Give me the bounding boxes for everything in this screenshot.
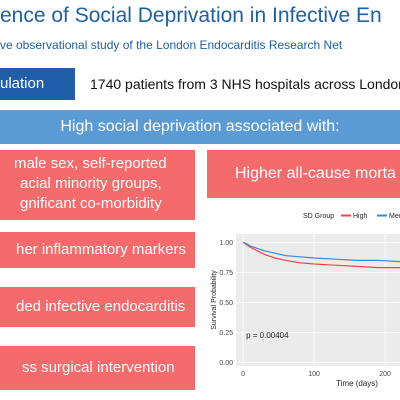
y-tick-label: 0.25 <box>219 330 233 337</box>
finding: ss surgical intervention <box>0 346 195 390</box>
finding: ded infective endocarditis <box>0 287 195 327</box>
finding: her inflammatory markers <box>0 232 195 268</box>
annotation: p = 0.00404 <box>246 331 289 340</box>
banner: High social deprivation associated with: <box>0 110 400 144</box>
plot-panel <box>236 234 400 366</box>
finding: male sex, self-reported acial minority g… <box>0 150 195 220</box>
finding-line: gnificant co-morbidity <box>20 195 162 212</box>
finding-line: ded infective endocarditis <box>16 298 186 315</box>
x-axis-label: Time (days) <box>336 379 378 388</box>
x-tick-label: 200 <box>379 371 391 378</box>
population-label: ulation <box>0 68 75 100</box>
x-tick-label: 0 <box>241 371 245 378</box>
finding-line: her inflammatory markers <box>16 241 187 258</box>
title: ence of Social Deprivation in Infective … <box>0 4 382 27</box>
y-tick-label: 0.75 <box>219 270 233 277</box>
legend-label: High <box>353 213 368 220</box>
legend-title: SD Group <box>303 213 334 220</box>
y-tick-label: 1.00 <box>219 240 233 247</box>
finding-line: male sex, self-reported <box>14 155 167 172</box>
population-text: 1740 patients from 3 NHS hospitals acros… <box>90 76 400 92</box>
survival-curve <box>242 241 400 269</box>
subtitle: ve observational study of the London End… <box>0 38 343 52</box>
y-tick-label: 0.00 <box>219 360 233 367</box>
survival-curve <box>242 241 400 263</box>
y-axis-label: Survival Probability <box>211 270 218 330</box>
x-tick-label: 100 <box>308 371 320 378</box>
y-tick-label: 0.50 <box>219 300 233 307</box>
finding-line: ss surgical intervention <box>22 359 175 376</box>
result: Higher all-cause morta <box>207 150 400 198</box>
legend-label: Med <box>389 213 400 220</box>
finding-line: acial minority groups, <box>20 175 162 192</box>
